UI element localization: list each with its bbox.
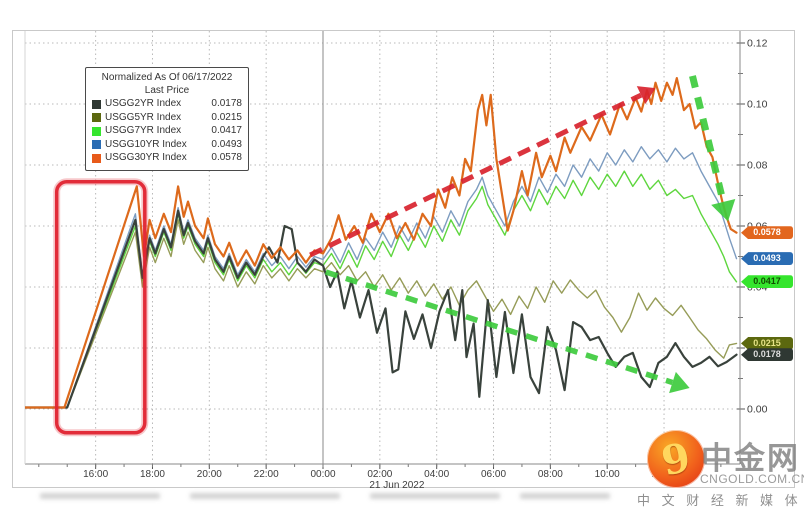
legend-series-name: USGG7YR Index: [105, 125, 182, 136]
series-color-swatch: [92, 113, 101, 123]
series-line-USGG2YR: [25, 209, 738, 409]
legend-series-name: USGG30YR Index: [105, 152, 187, 163]
series-color-swatch: [92, 126, 101, 136]
legend-item: USGG30YR Index 0.0578: [92, 152, 242, 165]
blurred-footer-text: [370, 493, 500, 499]
series-line-USGG5YR: [25, 219, 738, 409]
y-axis-label: 0.10: [747, 99, 768, 111]
x-axis-label: 18:00: [140, 469, 165, 480]
series-color-swatch: [92, 153, 101, 163]
legend-series-value: 0.0215: [211, 111, 242, 123]
green-downtrend-arrow-head: [669, 371, 690, 394]
blurred-footer-text: [40, 493, 160, 499]
legend-series-value: 0.0178: [211, 98, 242, 109]
legend-item: USGG2YR Index 0.0178: [92, 98, 242, 111]
x-axis-label: 00:00: [310, 469, 335, 480]
legend-series-value: 0.0493: [211, 138, 242, 150]
highlight-box-glow: [53, 178, 149, 437]
price-tag-0.0578: 0.0578: [741, 226, 793, 240]
series-line-USGG30YR: [25, 76, 738, 409]
blurred-footer-text: [190, 493, 340, 499]
y-axis-label: 0.08: [747, 160, 768, 172]
price-tag-0.0215: 0.0215: [741, 336, 793, 350]
legend-series-name: USGG2YR Index: [105, 98, 182, 109]
series-color-swatch: [92, 140, 101, 150]
x-axis-label: 02:00: [367, 469, 392, 480]
red-uptrend-arrow: [309, 92, 643, 258]
chart-legend: Normalized As Of 06/17/2022 Last Price U…: [85, 67, 249, 171]
series-line-USGG7YR: [25, 170, 738, 409]
red-uptrend-arrow-head: [636, 86, 656, 105]
legend-subtitle: Last Price: [144, 84, 190, 96]
price-tag-0.0493: 0.0493: [741, 252, 793, 266]
legend-item: USGG5YR Index 0.0215: [92, 112, 242, 125]
legend-item: USGG7YR Index 0.0417: [92, 125, 242, 138]
x-axis-label: 12:00: [652, 469, 677, 480]
legend-series-name: USGG10YR Index: [105, 138, 187, 150]
price-tag-0.0417: 0.0417: [741, 275, 793, 289]
green-downtrend-arrow: [325, 269, 674, 386]
y-axis-label: 0.00: [747, 404, 768, 416]
price-tag-0.0178: 0.0178: [741, 348, 793, 362]
x-axis-label: 06:00: [481, 469, 506, 480]
legend-series-value: 0.0417: [211, 125, 242, 136]
legend-items: USGG2YR Index 0.0178 USGG5YR Index 0.0215 US…: [92, 98, 242, 165]
x-axis-label: 04:00: [424, 469, 449, 480]
legend-title: Normalized As Of 06/17/2022: [101, 72, 233, 83]
x-axis-label: 20:00: [197, 469, 222, 480]
legend-series-name: USGG5YR Index: [105, 111, 182, 123]
x-axis-date-label: 21 Jun 2022: [369, 480, 424, 491]
y-axis-label: 0.12: [747, 38, 768, 50]
green-drop-arrow-head: [711, 199, 736, 222]
blurred-footer-text: [520, 493, 610, 499]
legend-item: USGG10YR Index 0.0493: [92, 139, 242, 152]
x-axis-label: 16:00: [83, 469, 108, 480]
x-axis-label: 08:00: [538, 469, 563, 480]
x-axis-label: 22:00: [254, 469, 279, 480]
legend-series-value: 0.0578: [211, 152, 242, 163]
highlight-box: [54, 180, 147, 435]
x-axis-label: 10:00: [595, 469, 620, 480]
series-color-swatch: [92, 99, 101, 109]
